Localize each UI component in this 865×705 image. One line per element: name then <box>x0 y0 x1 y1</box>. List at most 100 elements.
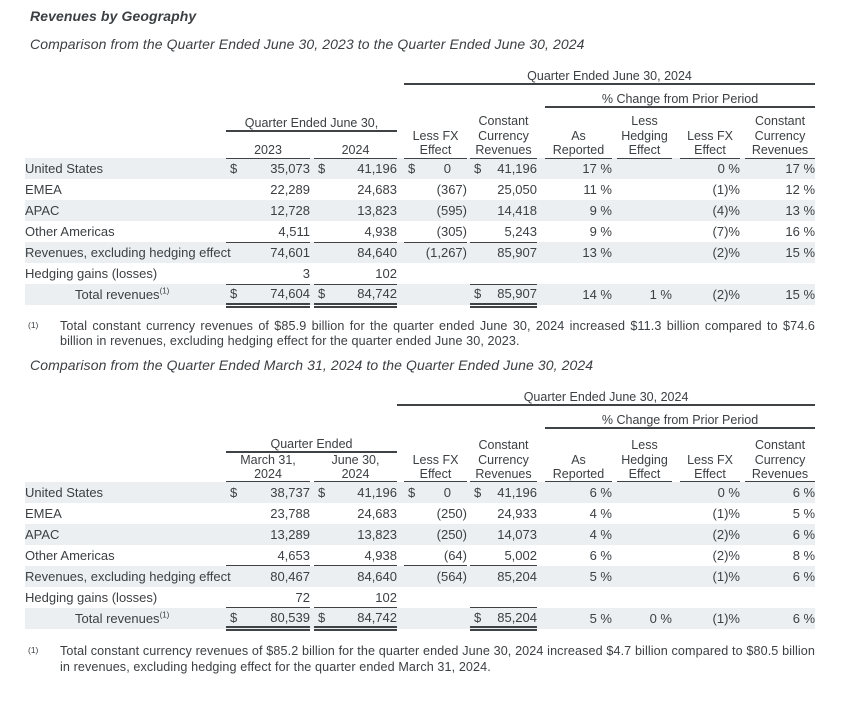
footnote-marker: (1) <box>28 319 39 330</box>
cell-value: 4 % <box>589 505 612 521</box>
table-row: APAC 13,289 13,823 (250) 14,073 4 % (2)% 6 % <box>25 523 816 545</box>
cell-value: (1)% <box>712 505 740 521</box>
column-gap <box>397 242 404 263</box>
cell-value: 4,938 <box>364 223 397 239</box>
table-cell <box>404 284 467 305</box>
col-header-2023: 2023 <box>226 131 310 159</box>
cell-value: 11 % <box>583 182 612 197</box>
cell-value: 6 % <box>792 610 816 626</box>
table-cell: 4,938 <box>314 544 397 567</box>
cell-value: 14,073 <box>497 526 537 542</box>
table-cell: (595) <box>404 200 467 221</box>
quarter-group-header: Quarter Ended June 30, 2024 <box>404 62 816 85</box>
revenue-table-q1-2024-vs-q2-2024: Quarter Ended June 30, 2024 % Change fro… <box>25 382 816 632</box>
column-gap <box>537 608 545 629</box>
cell-value: 0 % <box>717 161 740 177</box>
cell-value: (7)% <box>712 224 740 239</box>
cell-value: 84,742 <box>357 286 397 301</box>
table-cell: 22,289 <box>226 179 310 200</box>
table-cell: (1)% <box>680 179 740 200</box>
cell-value: 6 % <box>589 485 612 501</box>
column-gap <box>397 608 404 629</box>
column-gap <box>672 545 680 566</box>
cell-value: 5,002 <box>504 547 537 563</box>
currency-symbol: $ <box>318 609 326 625</box>
column-gap <box>537 524 545 545</box>
table-cell: $85,204 <box>470 607 537 632</box>
table-cell: $84,742 <box>314 284 397 308</box>
column-gap <box>397 587 404 608</box>
table-cell: $41,196 <box>470 158 537 179</box>
cell-value: 24,683 <box>357 505 397 521</box>
table-cell: 13,289 <box>226 524 310 545</box>
col-header-constant-currency: Constant Currency Revenues <box>470 427 537 483</box>
footnote-text: Total constant currency revenues of $85.… <box>60 644 815 674</box>
table-row: APAC 12,728 13,823 (595) 14,418 9 % (4)% 13 % <box>25 200 816 221</box>
table-cell: (2)% <box>680 242 740 263</box>
column-gap <box>537 158 545 179</box>
row-label: APAC <box>25 203 60 218</box>
col-header-as-reported: As Reported <box>545 107 612 159</box>
top-group-row: Quarter Ended June 30, 2024 <box>25 382 816 406</box>
table-row: Other Americas 4,653 4,938 (64) 5,002 6 % (2)%… <box>25 544 815 567</box>
cell-value: 80,539 <box>270 609 310 625</box>
table-cell <box>617 482 672 503</box>
table-cell: $84,742 <box>314 607 397 632</box>
footnote-text: Total constant currency revenues of $85.… <box>60 318 815 348</box>
table-cell <box>545 587 612 608</box>
cell-value: 15 % <box>785 287 816 302</box>
pct-change-group-header: % Change from Prior Period <box>545 84 816 108</box>
quarter-group-header: Quarter Ended June 30, 2024 <box>397 382 816 406</box>
row-label: United States <box>25 161 104 176</box>
table-cell: 6 % <box>745 482 815 503</box>
period-group-header: Quarter Ended June 30, <box>226 107 397 132</box>
column-gap <box>672 158 680 179</box>
cell-value: 102 <box>375 589 397 605</box>
table-cell: (250) <box>404 503 467 524</box>
currency-symbol: $ <box>474 286 482 301</box>
cell-value: 80,467 <box>270 569 310 585</box>
revenue-table-q2-2023-vs-q2-2024: Quarter Ended June 30, 2024 % Change fro… <box>25 62 816 308</box>
table-cell <box>617 158 672 179</box>
cell-value: 24,933 <box>497 505 537 521</box>
cell-value: 5 % <box>792 505 816 521</box>
cell-value: (250) <box>436 505 467 521</box>
table-cell: 6 % <box>745 566 815 587</box>
table-cell: 9 % <box>545 200 612 221</box>
table-cell: 4,653 <box>226 544 310 567</box>
table-cell: 0 % <box>680 482 740 503</box>
cell-value: 23,788 <box>270 505 310 521</box>
cell-value: 0 <box>443 161 451 177</box>
table-cell: $0 <box>404 158 467 179</box>
cell-value: 15 % <box>785 245 816 260</box>
column-gap <box>397 179 404 200</box>
row-label: Total revenues(1) <box>75 286 170 302</box>
table-row: Revenues, excluding hedging effect 80,467… <box>25 565 816 587</box>
column-gap <box>672 200 680 221</box>
col-header-less-fx-pct: Less FX Effect <box>680 107 740 159</box>
table-cell: 3 <box>226 263 310 285</box>
table-cell <box>617 242 672 263</box>
column-gap <box>672 284 680 305</box>
table-cell: 5,002 <box>470 544 537 567</box>
table-cell: (1)% <box>680 566 740 587</box>
col-header-constant-currency: Constant Currency Revenues <box>470 107 537 159</box>
table-cell <box>617 200 672 221</box>
table-cell <box>545 263 612 284</box>
table-cell: 16 % <box>745 221 815 242</box>
table-row: EMEA 22,289 24,683 (367) 25,050 11 % (1)% 12 % <box>25 179 815 200</box>
cell-value: 41,196 <box>497 485 537 501</box>
column-gap <box>537 566 545 587</box>
table-cell: 102 <box>314 263 397 285</box>
cell-value: 35,073 <box>270 161 310 177</box>
currency-symbol: $ <box>474 609 482 625</box>
cell-value: 5 % <box>589 568 612 584</box>
table-cell: 5 % <box>745 503 815 524</box>
cell-value: (1)% <box>712 610 740 626</box>
cell-value: (2)% <box>712 245 740 260</box>
document-page: Revenues by Geography Comparison from th… <box>25 8 816 674</box>
table-cell <box>680 587 740 608</box>
column-gap <box>537 482 545 503</box>
cell-value: 6 % <box>792 568 816 584</box>
period-group-header: Quarter Ended <box>226 427 397 453</box>
